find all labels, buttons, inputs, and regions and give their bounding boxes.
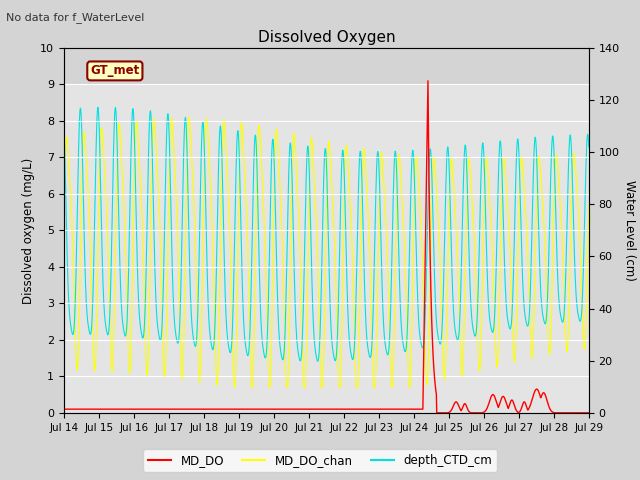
- Title: Dissolved Oxygen: Dissolved Oxygen: [257, 30, 396, 46]
- Legend: MD_DO, MD_DO_chan, depth_CTD_cm: MD_DO, MD_DO_chan, depth_CTD_cm: [143, 449, 497, 472]
- Text: No data for f_WaterLevel: No data for f_WaterLevel: [6, 12, 145, 23]
- Bar: [64, 48, 589, 84]
- Text: GT_met: GT_met: [90, 64, 140, 77]
- Y-axis label: Dissolved oxygen (mg/L): Dissolved oxygen (mg/L): [22, 157, 35, 303]
- Y-axis label: Water Level (cm): Water Level (cm): [623, 180, 636, 281]
- Bar: [64, 48, 589, 84]
